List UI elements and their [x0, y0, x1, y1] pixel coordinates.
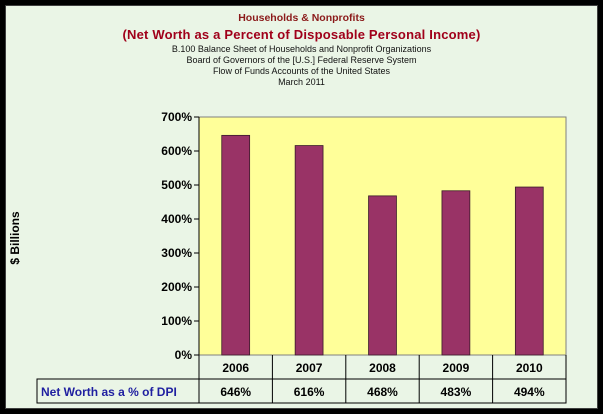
x-category-label: 2006 [222, 361, 249, 375]
y-tick-label: 100% [161, 314, 192, 328]
date-line: March 2011 [278, 77, 325, 87]
y-tick-label: 600% [161, 144, 192, 158]
data-table-value: 468% [367, 385, 398, 399]
source-line-1: B.100 Balance Sheet of Households and No… [171, 44, 432, 54]
bar [368, 195, 397, 356]
data-table-value: 646% [220, 385, 251, 399]
y-tick-label: 500% [161, 178, 192, 192]
data-table-value: 483% [441, 385, 472, 399]
data-table-value: 494% [514, 385, 545, 399]
chart-subtitle: (Net Worth as a Percent of Disposable Pe… [122, 27, 481, 42]
x-category-label: 2008 [369, 361, 396, 375]
x-category-label: 2010 [516, 361, 543, 375]
y-tick-label: 0% [175, 348, 193, 362]
data-table-value: 616% [294, 385, 325, 399]
data-table-series-label: Net Worth as a % of DPI [41, 385, 177, 399]
x-category-label: 2009 [443, 361, 470, 375]
bar [514, 186, 544, 356]
bar [294, 145, 324, 356]
source-line-2: Board of Governors of the [U.S.] Federal… [186, 55, 417, 65]
y-tick-label: 200% [161, 280, 192, 294]
y-tick-label: 300% [161, 246, 192, 260]
x-category-label: 2007 [296, 361, 323, 375]
y-tick-label: 700% [161, 110, 192, 124]
chart-title: Households & Nonprofits [238, 12, 365, 24]
y-tick-label: 400% [161, 212, 192, 226]
bar [441, 190, 471, 356]
bar [221, 134, 251, 356]
source-line-3: Flow of Funds Accounts of the United Sta… [212, 66, 391, 76]
